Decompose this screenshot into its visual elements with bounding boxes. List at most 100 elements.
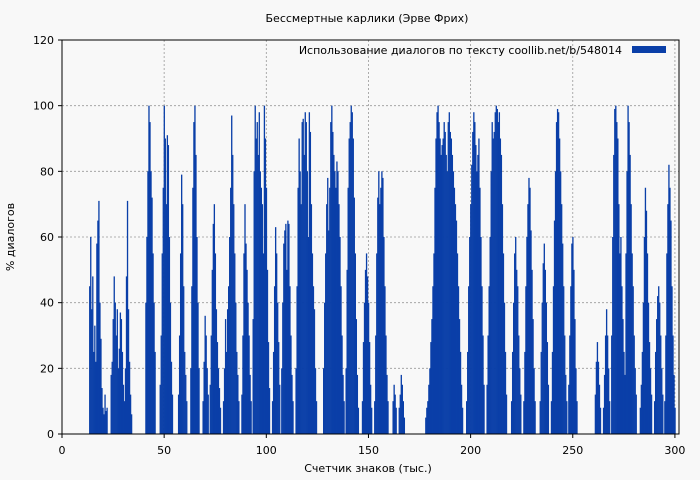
bar <box>196 237 198 434</box>
bar <box>350 105 352 435</box>
bar <box>616 122 618 434</box>
bar <box>217 368 220 434</box>
bar <box>471 164 473 434</box>
bar <box>311 253 314 434</box>
bar <box>371 407 373 434</box>
bar <box>177 394 180 434</box>
bar <box>502 253 505 434</box>
bar <box>169 302 172 434</box>
bar <box>193 122 195 434</box>
bar <box>635 394 637 434</box>
legend-label: Использование диалогов по тексту coollib… <box>299 44 622 57</box>
bar <box>468 286 470 434</box>
bar <box>595 361 598 434</box>
bar <box>540 351 542 434</box>
bar <box>369 384 372 434</box>
bar <box>130 414 133 434</box>
bar <box>627 105 629 435</box>
bar <box>284 230 286 434</box>
bar <box>428 384 430 434</box>
bar <box>163 105 165 435</box>
bar <box>145 302 147 434</box>
bar <box>216 342 219 434</box>
bar <box>305 122 307 434</box>
bar <box>481 286 483 434</box>
bar <box>214 253 217 434</box>
bar <box>387 401 389 434</box>
bar <box>384 286 386 434</box>
bar <box>333 154 335 434</box>
bar <box>234 253 236 434</box>
bar <box>648 342 651 434</box>
bar <box>665 335 667 434</box>
bar <box>291 374 293 434</box>
bar <box>147 171 149 435</box>
bar <box>563 286 565 434</box>
bar <box>483 384 485 434</box>
bar <box>364 269 367 434</box>
bar <box>518 335 520 434</box>
bar <box>444 131 446 434</box>
bar <box>215 309 218 434</box>
bar <box>148 105 150 435</box>
bar <box>394 394 396 434</box>
bar <box>123 401 126 434</box>
bar <box>429 368 431 434</box>
bar <box>604 335 607 434</box>
bar <box>495 105 497 435</box>
bar <box>647 302 650 434</box>
bar <box>531 269 533 434</box>
bar <box>346 269 348 434</box>
bar <box>629 154 631 434</box>
bar <box>182 204 184 434</box>
bar <box>498 112 501 434</box>
bar <box>499 138 502 434</box>
bar <box>203 361 205 434</box>
x-axis-label: Счетчик знаков (тыс.) <box>304 462 432 475</box>
bar <box>487 335 489 434</box>
bar <box>669 187 671 434</box>
bar <box>511 351 514 434</box>
bar <box>543 243 545 434</box>
bar <box>178 335 181 434</box>
legend-swatch <box>632 46 666 53</box>
bar <box>348 138 350 434</box>
bar <box>455 220 458 434</box>
bar <box>237 374 239 434</box>
bar <box>431 319 433 434</box>
bar <box>435 138 437 434</box>
bar <box>602 407 605 434</box>
bar <box>171 394 174 434</box>
bar <box>325 253 327 434</box>
bar <box>451 154 454 434</box>
bar <box>277 302 279 434</box>
bar <box>632 286 634 434</box>
bar <box>210 335 212 434</box>
bar <box>400 374 402 434</box>
bar <box>641 351 644 434</box>
bar <box>666 253 668 434</box>
bar <box>530 230 532 434</box>
bar <box>438 122 440 434</box>
bar <box>661 368 663 434</box>
bar <box>656 319 658 434</box>
bar <box>497 122 500 434</box>
bar <box>393 384 395 434</box>
bar <box>504 351 507 434</box>
bar <box>456 253 459 434</box>
bar <box>149 122 151 434</box>
bar <box>288 223 290 434</box>
bar <box>562 243 564 434</box>
bar <box>256 122 258 434</box>
bar <box>660 335 662 434</box>
bar <box>329 187 331 434</box>
bar <box>231 115 233 435</box>
bar <box>501 204 504 434</box>
bar <box>247 302 249 434</box>
bar <box>259 171 261 435</box>
bar <box>392 401 394 434</box>
bar <box>315 401 318 434</box>
bar <box>401 384 403 434</box>
bar <box>576 401 578 434</box>
bar <box>324 302 326 434</box>
